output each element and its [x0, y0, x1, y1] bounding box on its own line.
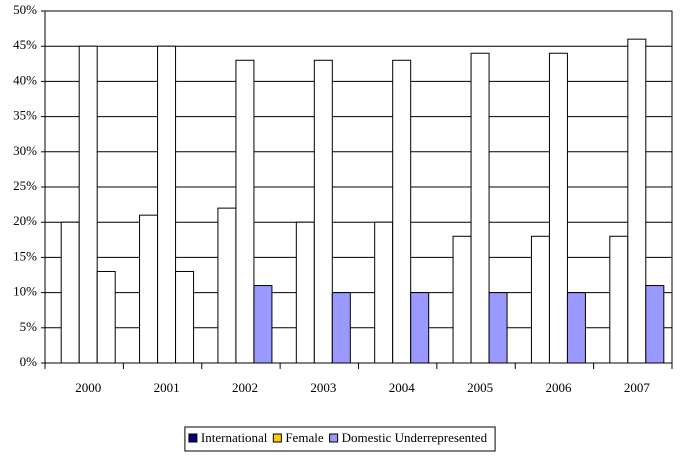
- bar: [235, 59, 255, 364]
- x-tick-label: 2000: [75, 380, 101, 395]
- legend-swatch: [188, 433, 198, 443]
- bar: [470, 52, 490, 364]
- legend-box: [184, 426, 496, 452]
- bar: [96, 270, 116, 364]
- bar: [157, 45, 177, 364]
- x-tick-label: 2007: [624, 380, 651, 395]
- bar: [78, 45, 98, 364]
- bar: [139, 214, 159, 364]
- bar: [566, 292, 586, 364]
- legend-label: Female: [285, 430, 323, 445]
- bar: [374, 221, 394, 364]
- y-tick-label: 0%: [20, 354, 38, 369]
- bar: [217, 207, 237, 364]
- y-tick-label: 15%: [13, 248, 37, 263]
- bar: [175, 270, 195, 364]
- y-tick-label: 30%: [13, 143, 37, 158]
- bar: [392, 59, 412, 364]
- bar: [410, 292, 430, 364]
- plot-border: [44, 10, 673, 364]
- y-tick-label: 45%: [13, 37, 37, 52]
- legend-swatch: [329, 433, 339, 443]
- y-tick-label: 35%: [13, 108, 37, 123]
- legend-swatch: [272, 433, 282, 443]
- x-tick-label: 2005: [467, 380, 493, 395]
- x-tick-label: 2006: [545, 380, 572, 395]
- legend-label: International: [201, 430, 268, 445]
- bar: [488, 292, 508, 364]
- bar: [295, 221, 315, 364]
- legend-label: Domestic Underrepresented: [342, 430, 488, 445]
- bar: [253, 285, 273, 364]
- y-tick-label: 25%: [13, 178, 37, 193]
- y-tick-label: 20%: [13, 213, 37, 228]
- bar: [645, 285, 665, 364]
- bar: [313, 59, 333, 364]
- y-tick-label: 40%: [13, 72, 37, 87]
- x-tick-label: 2004: [389, 380, 416, 395]
- y-tick-label: 5%: [20, 319, 38, 334]
- bar: [331, 292, 351, 364]
- x-tick-label: 2001: [154, 380, 180, 395]
- y-tick-label: 50%: [13, 2, 37, 17]
- bar: [452, 235, 472, 364]
- bar: [627, 38, 647, 364]
- bar: [609, 235, 629, 364]
- bar: [548, 52, 568, 364]
- x-tick-label: 2003: [310, 380, 336, 395]
- bar: [530, 235, 550, 364]
- y-tick-label: 10%: [13, 284, 37, 299]
- bar: [60, 221, 80, 364]
- x-tick-label: 2002: [232, 380, 258, 395]
